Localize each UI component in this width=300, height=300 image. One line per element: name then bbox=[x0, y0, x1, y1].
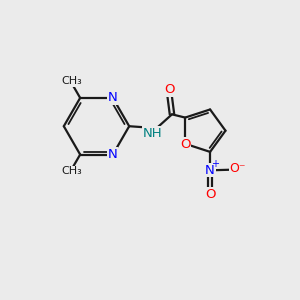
Text: CH₃: CH₃ bbox=[61, 76, 82, 86]
Text: N: N bbox=[108, 92, 118, 104]
Text: N: N bbox=[205, 164, 215, 177]
Text: NH: NH bbox=[142, 127, 162, 140]
Text: O⁻: O⁻ bbox=[229, 162, 246, 175]
Text: O: O bbox=[180, 138, 190, 151]
Text: N: N bbox=[108, 148, 118, 161]
Text: O: O bbox=[164, 83, 175, 97]
Text: O: O bbox=[205, 188, 215, 201]
Text: +: + bbox=[211, 159, 218, 169]
Text: CH₃: CH₃ bbox=[61, 166, 82, 176]
